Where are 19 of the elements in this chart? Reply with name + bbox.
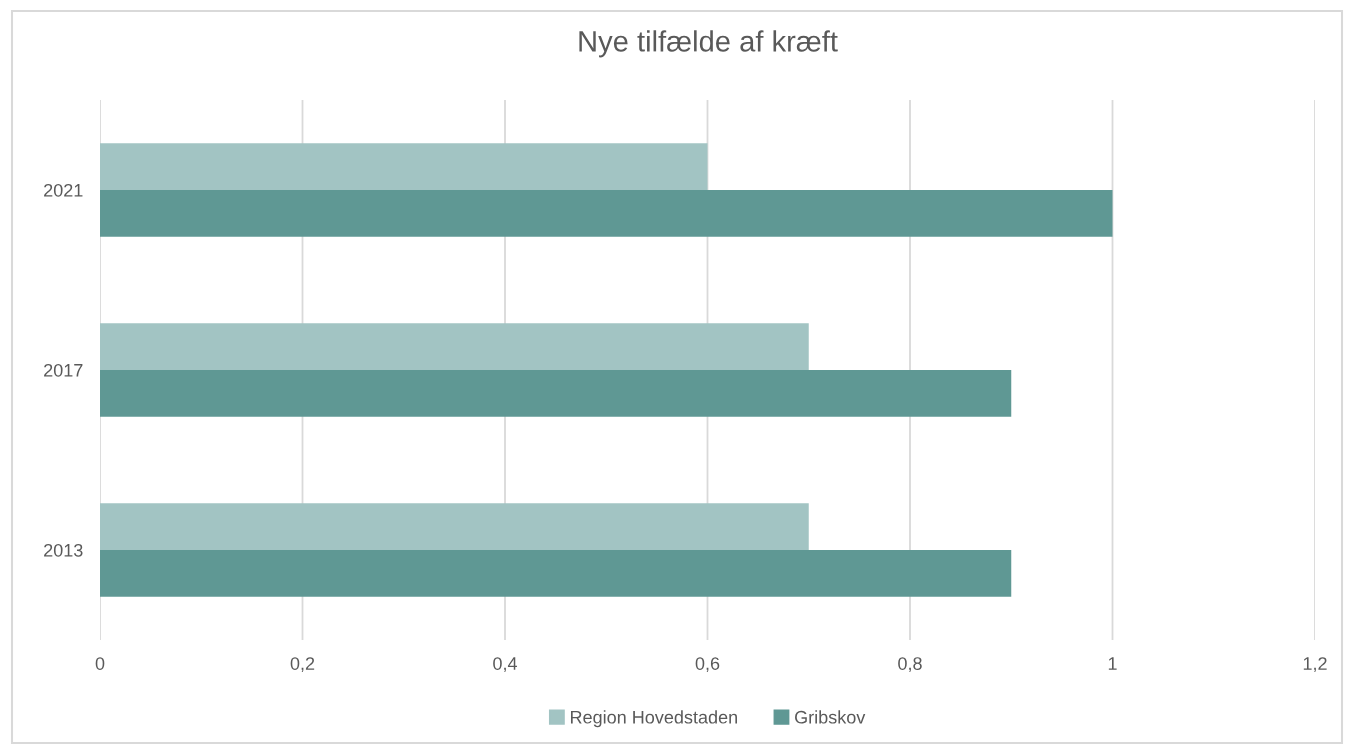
bar (100, 190, 1113, 237)
x-tick-label: 0,4 (493, 657, 518, 673)
y-tick-label: 2021 (44, 183, 83, 197)
legend-label: Gribskov (795, 710, 866, 724)
x-tick-label: 0,6 (695, 657, 720, 673)
x-tick-label: 0 (95, 657, 105, 670)
legend-label: Region Hovedstaden (571, 710, 737, 728)
x-tick-label: 1,2 (1303, 657, 1327, 673)
bar (100, 370, 1012, 417)
bar (100, 143, 708, 190)
x-tick-label: 0,8 (898, 657, 922, 673)
bar (100, 323, 809, 370)
y-tick-label: 2013 (44, 543, 83, 557)
x-tick-label: 0,2 (290, 657, 315, 673)
bar (100, 550, 1012, 597)
chart-title: Nye tilfælde af kræft (579, 30, 838, 58)
y-tick-label: 2017 (44, 363, 83, 377)
x-tick-label: 1 (1108, 657, 1117, 670)
bar (100, 503, 809, 550)
